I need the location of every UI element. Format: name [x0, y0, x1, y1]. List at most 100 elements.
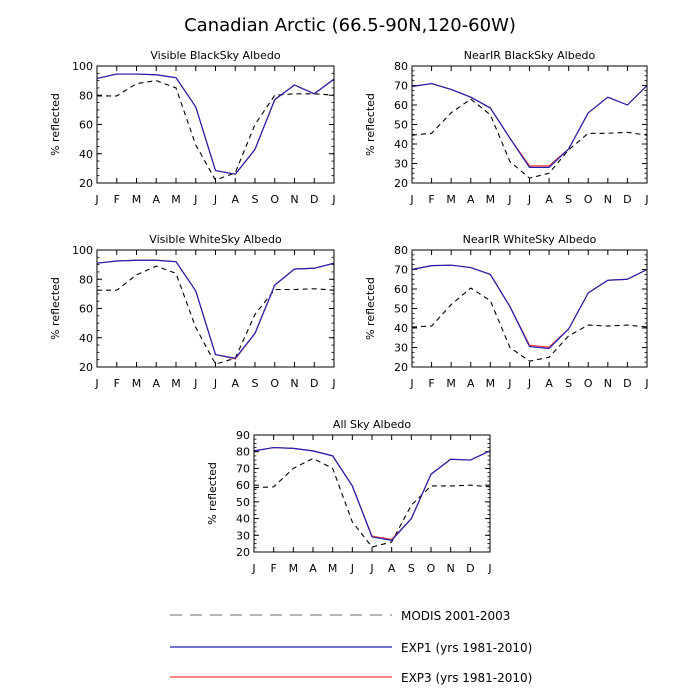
- series-line-modis: [411, 287, 648, 362]
- x-tick-label: J: [369, 562, 373, 575]
- plot-frame: [411, 65, 648, 184]
- y-tick-label: 70: [394, 80, 408, 93]
- x-tick-label: M: [171, 193, 181, 206]
- plot-frame: [253, 434, 491, 553]
- x-tick-label: J: [350, 562, 354, 575]
- x-tick-label: F: [271, 562, 277, 575]
- x-tick-label: A: [467, 377, 475, 390]
- x-tick-label: O: [584, 377, 593, 390]
- plot-frame: [411, 249, 648, 368]
- x-tick-label: O: [427, 562, 436, 575]
- x-tick-label: D: [623, 377, 631, 390]
- legend-label-modis: MODIS 2001-2003: [401, 609, 510, 623]
- x-tick-label: J: [213, 193, 217, 206]
- panel-title: All Sky Albedo: [333, 418, 411, 431]
- x-tick-label: J: [193, 193, 197, 206]
- x-tick-label: O: [270, 193, 279, 206]
- series-line-exp1: [411, 264, 648, 350]
- x-tick-label: S: [565, 193, 572, 206]
- series-line-exp1: [253, 446, 491, 541]
- x-tick-label: M: [132, 193, 142, 206]
- x-tick-label: S: [565, 377, 572, 390]
- plot-frame: [96, 65, 335, 184]
- x-tick-label: A: [152, 193, 160, 206]
- series-line-modis: [411, 98, 648, 179]
- x-tick-label: J: [331, 193, 335, 206]
- y-tick-label: 30: [394, 342, 408, 355]
- x-tick-label: J: [527, 377, 531, 390]
- x-tick-label: A: [231, 193, 239, 206]
- series-line-exp1: [96, 259, 335, 359]
- y-tick-label: 20: [394, 177, 408, 190]
- y-tick-label: 40: [79, 148, 93, 161]
- x-tick-label: D: [310, 377, 318, 390]
- x-tick-label: J: [193, 377, 197, 390]
- x-tick-label: D: [310, 193, 318, 206]
- chart-panel-4: NearIR WhiteSky Albedo % reflected 20 30 40 5…: [364, 233, 649, 390]
- y-tick-label: 70: [236, 462, 250, 475]
- x-tick-label: J: [644, 193, 648, 206]
- x-tick-label: A: [309, 562, 317, 575]
- y-tick-label: 70: [394, 264, 408, 277]
- y-tick-label: 60: [79, 119, 93, 132]
- y-tick-label: 80: [79, 273, 93, 286]
- x-tick-label: S: [408, 562, 415, 575]
- x-tick-label: N: [290, 377, 298, 390]
- x-tick-label: N: [604, 377, 612, 390]
- y-tick-label: 20: [79, 361, 93, 374]
- y-axis-title: % reflected: [364, 93, 377, 156]
- y-tick-label: 30: [394, 158, 408, 171]
- x-tick-label: M: [132, 377, 142, 390]
- y-tick-label: 20: [394, 361, 408, 374]
- y-tick-label: 30: [236, 529, 250, 542]
- x-tick-label: J: [213, 377, 217, 390]
- series-line-modis: [253, 457, 491, 548]
- x-tick-label: J: [487, 562, 491, 575]
- x-tick-label: J: [251, 562, 255, 575]
- series-line-exp3: [96, 259, 335, 360]
- plot-frame: [96, 249, 335, 368]
- panels: Visible BlackSky Albedo % reflected 20 40 60…: [49, 49, 649, 575]
- x-tick-label: J: [507, 377, 511, 390]
- y-axis-title: % reflected: [206, 462, 219, 525]
- legend-label-exp3: EXP3 (yrs 1981-2010): [401, 671, 532, 685]
- y-tick-label: 80: [394, 60, 408, 73]
- x-tick-label: S: [252, 193, 259, 206]
- x-tick-label: A: [545, 377, 553, 390]
- y-tick-label: 50: [394, 303, 408, 316]
- x-tick-label: N: [447, 562, 455, 575]
- legend-label-exp1: EXP1 (yrs 1981-2010): [401, 641, 532, 655]
- y-tick-label: 40: [236, 513, 250, 526]
- x-tick-label: M: [328, 562, 338, 575]
- panel-title: NearIR BlackSky Albedo: [464, 49, 596, 62]
- y-tick-label: 40: [394, 138, 408, 151]
- y-tick-label: 80: [236, 446, 250, 459]
- series-line-exp1: [411, 82, 648, 168]
- x-tick-label: M: [486, 377, 496, 390]
- x-tick-label: J: [527, 193, 531, 206]
- x-tick-label: J: [644, 377, 648, 390]
- figure-title: Canadian Arctic (66.5-90N,120-60W): [184, 15, 516, 36]
- x-tick-label: A: [545, 193, 553, 206]
- y-tick-label: 100: [72, 244, 93, 257]
- y-tick-label: 50: [394, 119, 408, 132]
- series-line-exp3: [96, 73, 335, 175]
- series-line-exp3: [411, 264, 648, 348]
- y-tick-label: 100: [72, 60, 93, 73]
- x-tick-label: F: [114, 193, 120, 206]
- x-tick-label: D: [466, 562, 474, 575]
- x-tick-label: F: [428, 193, 434, 206]
- x-tick-label: N: [290, 193, 298, 206]
- chart-panel-1: Visible BlackSky Albedo % reflected 20 40 60…: [49, 49, 336, 206]
- series-line-modis: [97, 265, 335, 365]
- y-tick-label: 20: [236, 546, 250, 559]
- y-tick-label: 60: [394, 99, 408, 112]
- x-tick-label: A: [231, 377, 239, 390]
- series-line-exp3: [411, 82, 648, 167]
- x-tick-label: M: [289, 562, 299, 575]
- x-tick-label: M: [171, 377, 181, 390]
- x-tick-label: J: [409, 193, 413, 206]
- x-tick-label: D: [623, 193, 631, 206]
- y-tick-label: 80: [394, 244, 408, 257]
